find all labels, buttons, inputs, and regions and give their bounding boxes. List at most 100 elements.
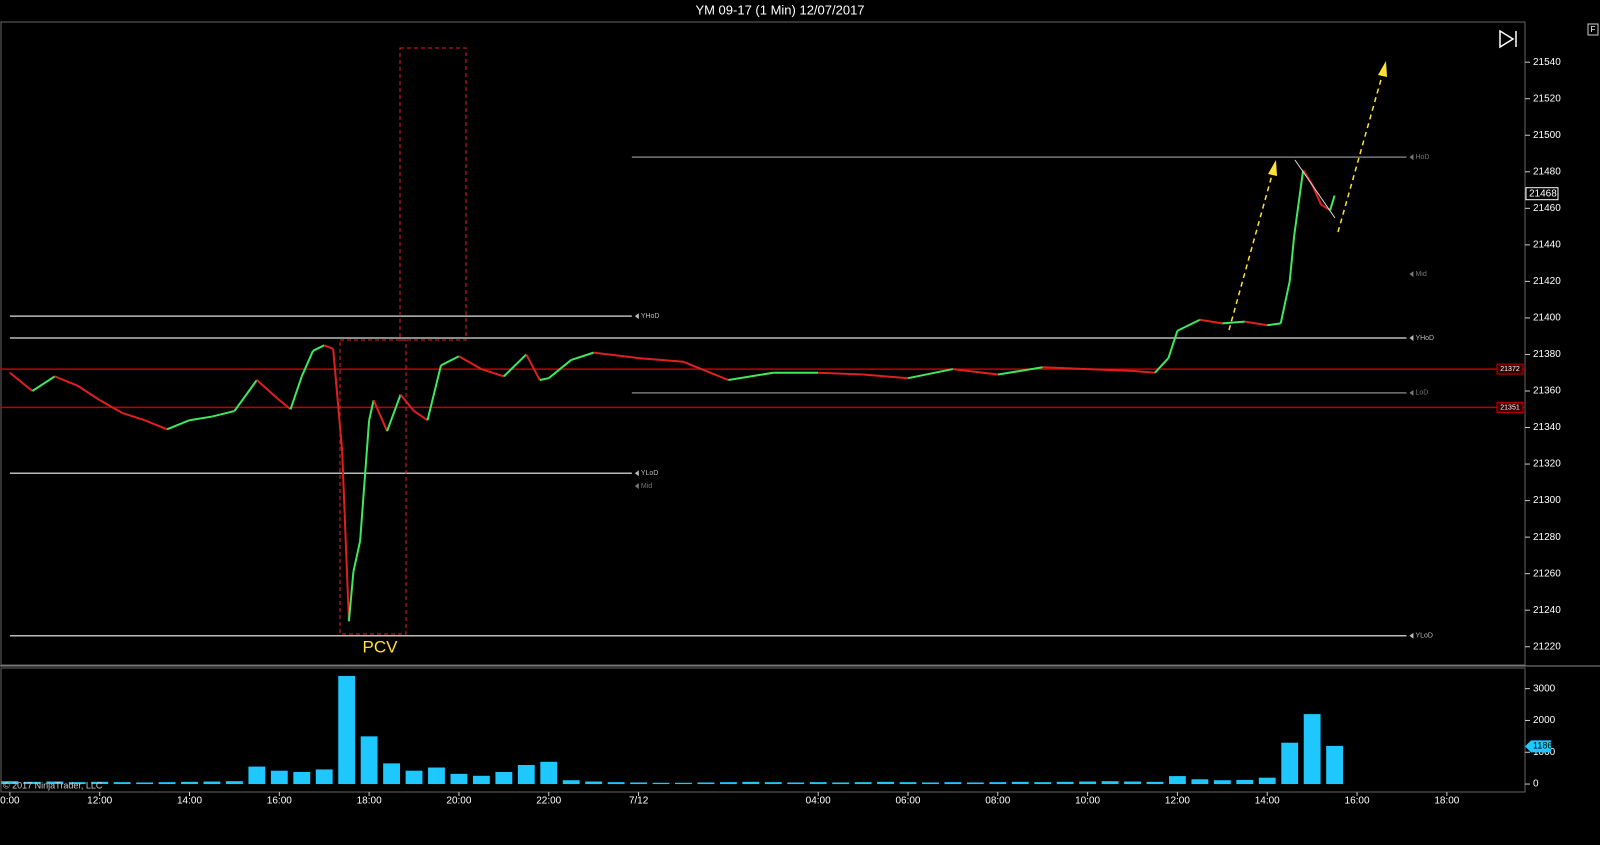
volume-bar — [787, 782, 805, 785]
price-segment — [289, 376, 303, 410]
price-segment — [1154, 357, 1170, 374]
price-segment — [1279, 281, 1291, 324]
price-segment — [99, 399, 123, 414]
volume-bar — [136, 782, 154, 785]
price-segment — [638, 357, 684, 363]
y-tick-label: 21280 — [1533, 532, 1561, 543]
price-segment — [256, 379, 280, 401]
volume-bar — [675, 782, 692, 785]
price-tag — [1496, 401, 1524, 413]
title-bar — [0, 0, 1600, 22]
last-value-tag — [1525, 740, 1551, 753]
price-segment — [9, 371, 33, 392]
volume-bar — [203, 781, 221, 785]
price-segment — [300, 350, 314, 377]
volume-bar — [1011, 781, 1029, 785]
corner-button-label[interactable]: F — [1591, 25, 1596, 34]
arrow-head — [1268, 160, 1277, 176]
price-tag-label: 21372 — [1500, 366, 1520, 373]
price-segment — [1311, 184, 1323, 206]
highlight-box — [339, 339, 407, 635]
price-segment — [593, 351, 639, 360]
volume-bar — [225, 781, 243, 785]
last-price-tag — [1525, 187, 1559, 201]
x-tick-label: 12:00 — [87, 796, 112, 807]
volume-bar — [1079, 781, 1097, 785]
volume-bar — [1056, 781, 1074, 785]
price-segment — [539, 377, 549, 382]
price-segment — [144, 419, 168, 431]
level-marker — [1409, 335, 1414, 342]
volume-bar — [472, 775, 490, 785]
price-segment — [211, 410, 235, 418]
level-marker — [1409, 154, 1414, 161]
volume-bar — [1146, 781, 1164, 785]
price-tag — [1496, 363, 1524, 375]
price-segment — [818, 371, 864, 376]
play-icon[interactable] — [1499, 29, 1517, 49]
level-marker — [634, 313, 639, 320]
arrow-head — [1378, 61, 1387, 77]
price-segment — [426, 365, 442, 421]
price-tag-label: 21351 — [1500, 404, 1520, 411]
y-tick-label: 2000 — [1533, 715, 1556, 726]
level-label: YLoD — [641, 470, 659, 477]
volume-bar — [989, 782, 1007, 785]
price-segment — [548, 359, 572, 379]
y-tick-label: 21260 — [1533, 568, 1561, 579]
price-segment — [386, 394, 402, 432]
y-tick-label: 21440 — [1533, 239, 1561, 250]
volume-bar — [158, 782, 176, 785]
level-label: HoD — [1415, 154, 1429, 161]
x-tick-label: 04:00 — [806, 796, 831, 807]
x-tick-label: 22:00 — [536, 796, 561, 807]
level-marker — [634, 470, 639, 477]
price-segment — [278, 399, 292, 411]
x-tick-label: 12:00 — [1165, 796, 1190, 807]
volume-bar — [1101, 781, 1119, 785]
play-triangle[interactable] — [1499, 29, 1515, 49]
plot: 21220 21240 21260 21280 21300 21320 21340 21360… — [0, 57, 1561, 807]
level-label: Mid — [1415, 271, 1426, 278]
y-tick-label: 1000 — [1533, 747, 1556, 758]
y-tick-label: 21540 — [1533, 57, 1561, 68]
price-segment — [189, 415, 213, 422]
y-tick-label: 3000 — [1533, 683, 1556, 694]
price-segment — [997, 366, 1043, 376]
volume-bar — [46, 781, 64, 785]
volume-bar — [742, 781, 760, 785]
volume-bar — [809, 782, 827, 785]
volume-bar — [854, 782, 872, 785]
volume-bar — [944, 782, 962, 785]
volume-bar — [428, 767, 445, 785]
volume-bar — [585, 781, 603, 785]
price-segment — [166, 419, 190, 431]
volume-bar — [495, 771, 513, 785]
y-tick-label: 21500 — [1533, 130, 1561, 141]
trend-line — [1294, 159, 1336, 219]
corner-button[interactable] — [1587, 23, 1599, 36]
y-tick-label: 21480 — [1533, 166, 1561, 177]
y-tick-label: 21320 — [1533, 459, 1561, 470]
volume-bar — [1034, 782, 1052, 785]
price-segment — [332, 348, 344, 452]
price-segment — [233, 379, 258, 412]
price-segment — [1132, 369, 1156, 374]
level-marker — [1409, 632, 1414, 639]
level-label: LoD — [1415, 390, 1428, 397]
volume-bar — [1258, 777, 1276, 785]
volume-bar — [697, 782, 715, 785]
y-tick-label: 21420 — [1533, 276, 1561, 287]
y-tick-label: 21460 — [1533, 203, 1561, 214]
x-tick-label: 18:00 — [357, 796, 382, 807]
x-tick-label: 20:00 — [446, 796, 471, 807]
x-tick-label: 06:00 — [895, 796, 920, 807]
volume-bar — [338, 675, 356, 785]
x-tick-label: 16:00 — [267, 796, 292, 807]
volume-panel — [0, 667, 1526, 793]
volume-bar — [630, 782, 647, 785]
x-tick-label: 18:00 — [1434, 796, 1459, 807]
volume-bar — [23, 781, 41, 785]
copyright: © 2017 NinjaTrader, LLC — [3, 780, 103, 790]
y-tick-label: 21340 — [1533, 422, 1561, 433]
